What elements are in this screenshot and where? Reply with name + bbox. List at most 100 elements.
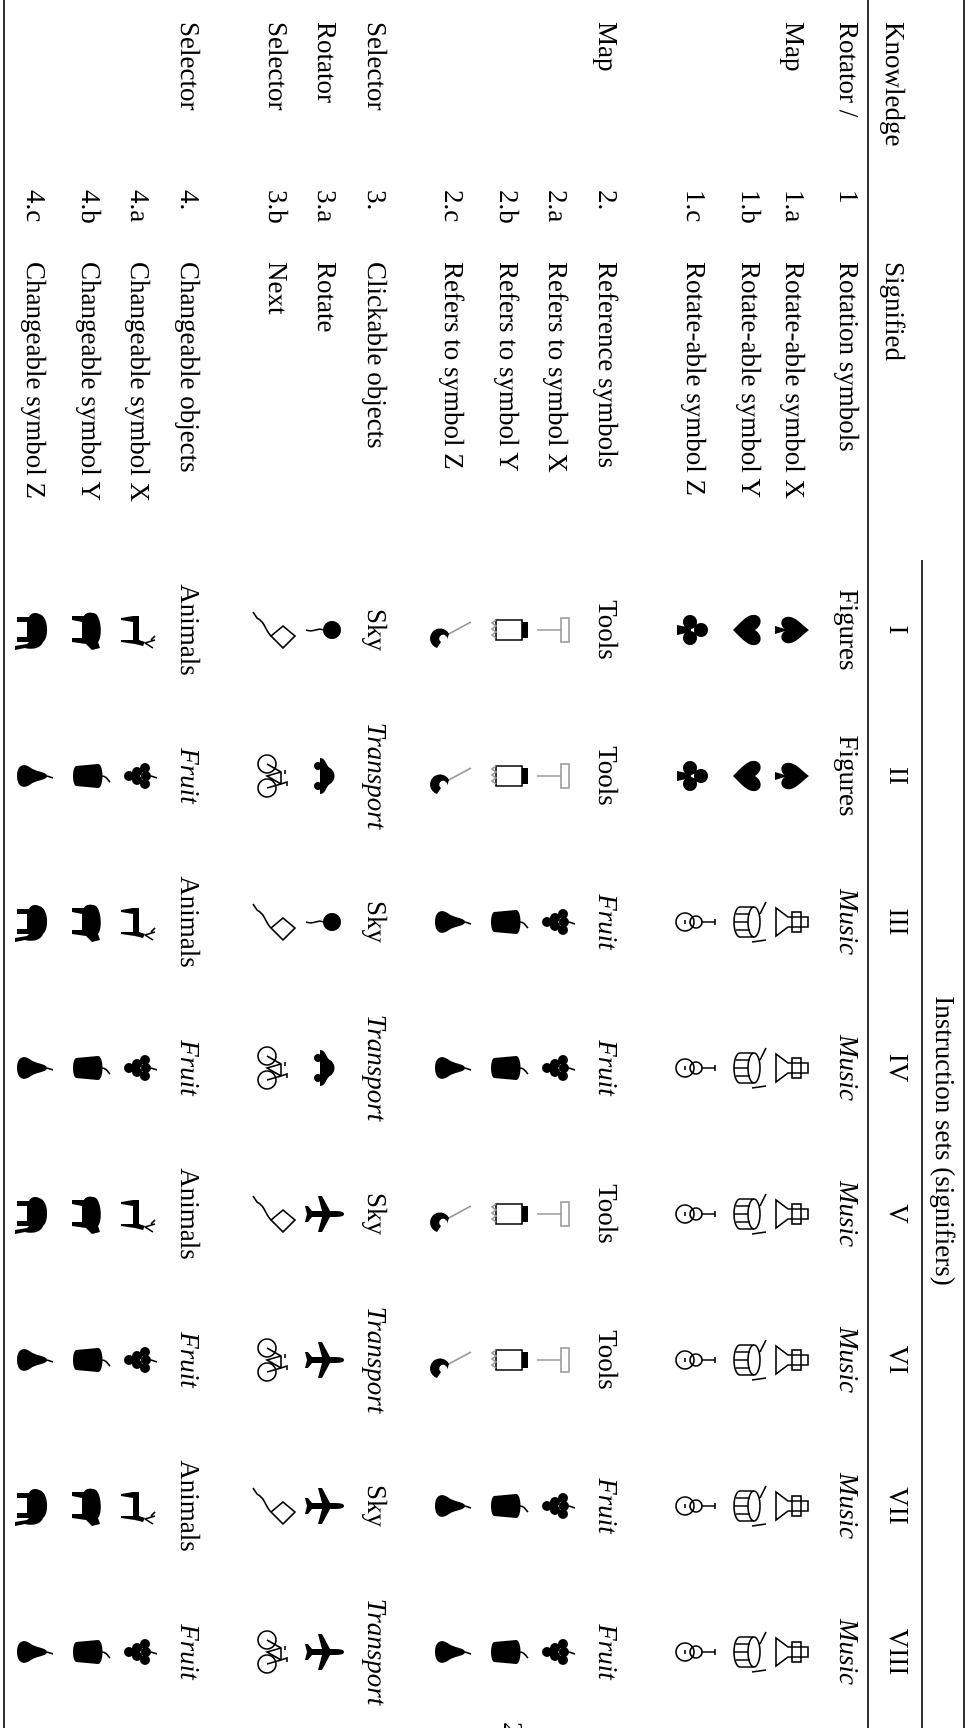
signified: Clickable objects bbox=[362, 262, 392, 449]
icon-part bbox=[430, 774, 449, 794]
icon-bull bbox=[72, 905, 101, 942]
row-number: 2.b bbox=[494, 190, 524, 224]
icon-pear bbox=[17, 1057, 53, 1079]
signified: Rotate-able symbol Y bbox=[736, 262, 766, 498]
icon-guitar bbox=[676, 1351, 715, 1369]
icon-heart bbox=[733, 761, 761, 791]
knowledge-line: Rotator / bbox=[834, 22, 864, 124]
icon-part bbox=[124, 1063, 134, 1073]
icon-pepper bbox=[73, 1348, 110, 1372]
icon-part bbox=[748, 907, 760, 937]
icon-part bbox=[435, 911, 465, 933]
icon-part bbox=[733, 761, 761, 791]
set-cell: Music bbox=[834, 1034, 864, 1101]
icon-part bbox=[792, 1058, 801, 1078]
icon-part bbox=[752, 1632, 766, 1672]
icon-plane bbox=[305, 1488, 344, 1524]
icon-part bbox=[72, 1197, 101, 1234]
icon-part bbox=[520, 1506, 528, 1512]
icon-part bbox=[569, 1652, 575, 1654]
icon-guitar bbox=[676, 913, 715, 931]
icon-part bbox=[151, 776, 157, 778]
set-cell: Music bbox=[834, 1618, 864, 1685]
icon-bull bbox=[72, 1489, 101, 1526]
icon-part bbox=[561, 618, 569, 642]
icon-part bbox=[121, 908, 145, 938]
icon-part bbox=[271, 1502, 295, 1524]
icon-part bbox=[435, 1495, 465, 1517]
icon-car bbox=[314, 1050, 335, 1086]
icon-part bbox=[752, 1048, 766, 1088]
icon-part bbox=[792, 912, 801, 932]
icon-elephant bbox=[15, 1197, 47, 1234]
icon-trumpet bbox=[776, 1638, 808, 1666]
row-number: 1.a bbox=[780, 190, 810, 222]
knowledge: Rotator / Map bbox=[780, 22, 864, 124]
icon-part bbox=[17, 765, 47, 787]
icon-part bbox=[305, 1488, 344, 1524]
set-cell: Sky bbox=[362, 1193, 392, 1236]
icon-part bbox=[520, 1652, 528, 1658]
icon-part bbox=[542, 1501, 552, 1511]
icon-part bbox=[72, 613, 101, 650]
icon-part bbox=[121, 1200, 145, 1230]
icon-part bbox=[47, 1360, 53, 1362]
icon-part bbox=[320, 758, 335, 794]
icon-part bbox=[253, 904, 271, 928]
icon-part bbox=[734, 1491, 754, 1521]
icon-pear bbox=[435, 1057, 471, 1079]
icon-part bbox=[47, 1652, 53, 1654]
icon-pepper bbox=[491, 1640, 528, 1664]
icon-part bbox=[435, 1641, 465, 1663]
page: Knowledge Signified Instruction sets (si… bbox=[0, 0, 972, 1728]
set-cell: Fruit bbox=[175, 1623, 205, 1681]
icon-drum bbox=[734, 1194, 766, 1234]
icon-part bbox=[102, 776, 110, 782]
knowledge: Selector bbox=[263, 22, 293, 110]
icon-part bbox=[267, 1640, 287, 1664]
icon-pear bbox=[435, 1641, 471, 1663]
icon-part bbox=[542, 1647, 552, 1657]
icon-part bbox=[491, 910, 521, 934]
icon-part bbox=[690, 1354, 702, 1366]
icon-part bbox=[15, 905, 47, 942]
icon-part bbox=[561, 1348, 569, 1372]
icon-saw bbox=[492, 766, 528, 786]
icon-bike bbox=[258, 1047, 287, 1089]
icon-part bbox=[734, 1199, 754, 1229]
row-number: 3. bbox=[362, 190, 392, 210]
icon-part bbox=[542, 917, 552, 927]
icon-part bbox=[496, 1350, 522, 1370]
icon-part bbox=[775, 617, 809, 644]
signified: Refers to symbol Y bbox=[494, 262, 524, 472]
icon-part bbox=[522, 1206, 528, 1222]
icon-part bbox=[491, 1056, 521, 1080]
icon-part bbox=[520, 922, 528, 928]
icon-part bbox=[522, 622, 528, 638]
signified: Changeable objects bbox=[175, 262, 205, 473]
icon-part bbox=[690, 1062, 702, 1074]
signified: Changeable symbol X bbox=[125, 262, 155, 502]
icon-part bbox=[73, 1348, 103, 1372]
icon-guitar bbox=[676, 1205, 715, 1223]
icon-part bbox=[430, 1212, 449, 1232]
icon-bike bbox=[258, 755, 287, 797]
icon-part bbox=[430, 1358, 449, 1378]
icon-part bbox=[102, 1068, 110, 1074]
row-number: 1.b bbox=[736, 190, 766, 224]
icon-part bbox=[151, 1652, 157, 1654]
icon-part bbox=[465, 922, 471, 924]
icon-spade bbox=[775, 763, 809, 790]
icon-drum bbox=[734, 1048, 766, 1088]
knowledge: Map bbox=[593, 22, 623, 72]
icon-deer bbox=[121, 616, 155, 648]
icon-pepper bbox=[491, 1494, 528, 1518]
set-cell: Transport bbox=[362, 1307, 392, 1415]
row-number: 1 bbox=[834, 190, 864, 204]
icon-car bbox=[314, 758, 335, 794]
icon-trumpet bbox=[776, 1346, 808, 1374]
icon-part bbox=[73, 1056, 103, 1080]
icon-bull bbox=[72, 1197, 101, 1234]
icon-trumpet bbox=[776, 1200, 808, 1228]
icon-hammer bbox=[537, 618, 569, 642]
